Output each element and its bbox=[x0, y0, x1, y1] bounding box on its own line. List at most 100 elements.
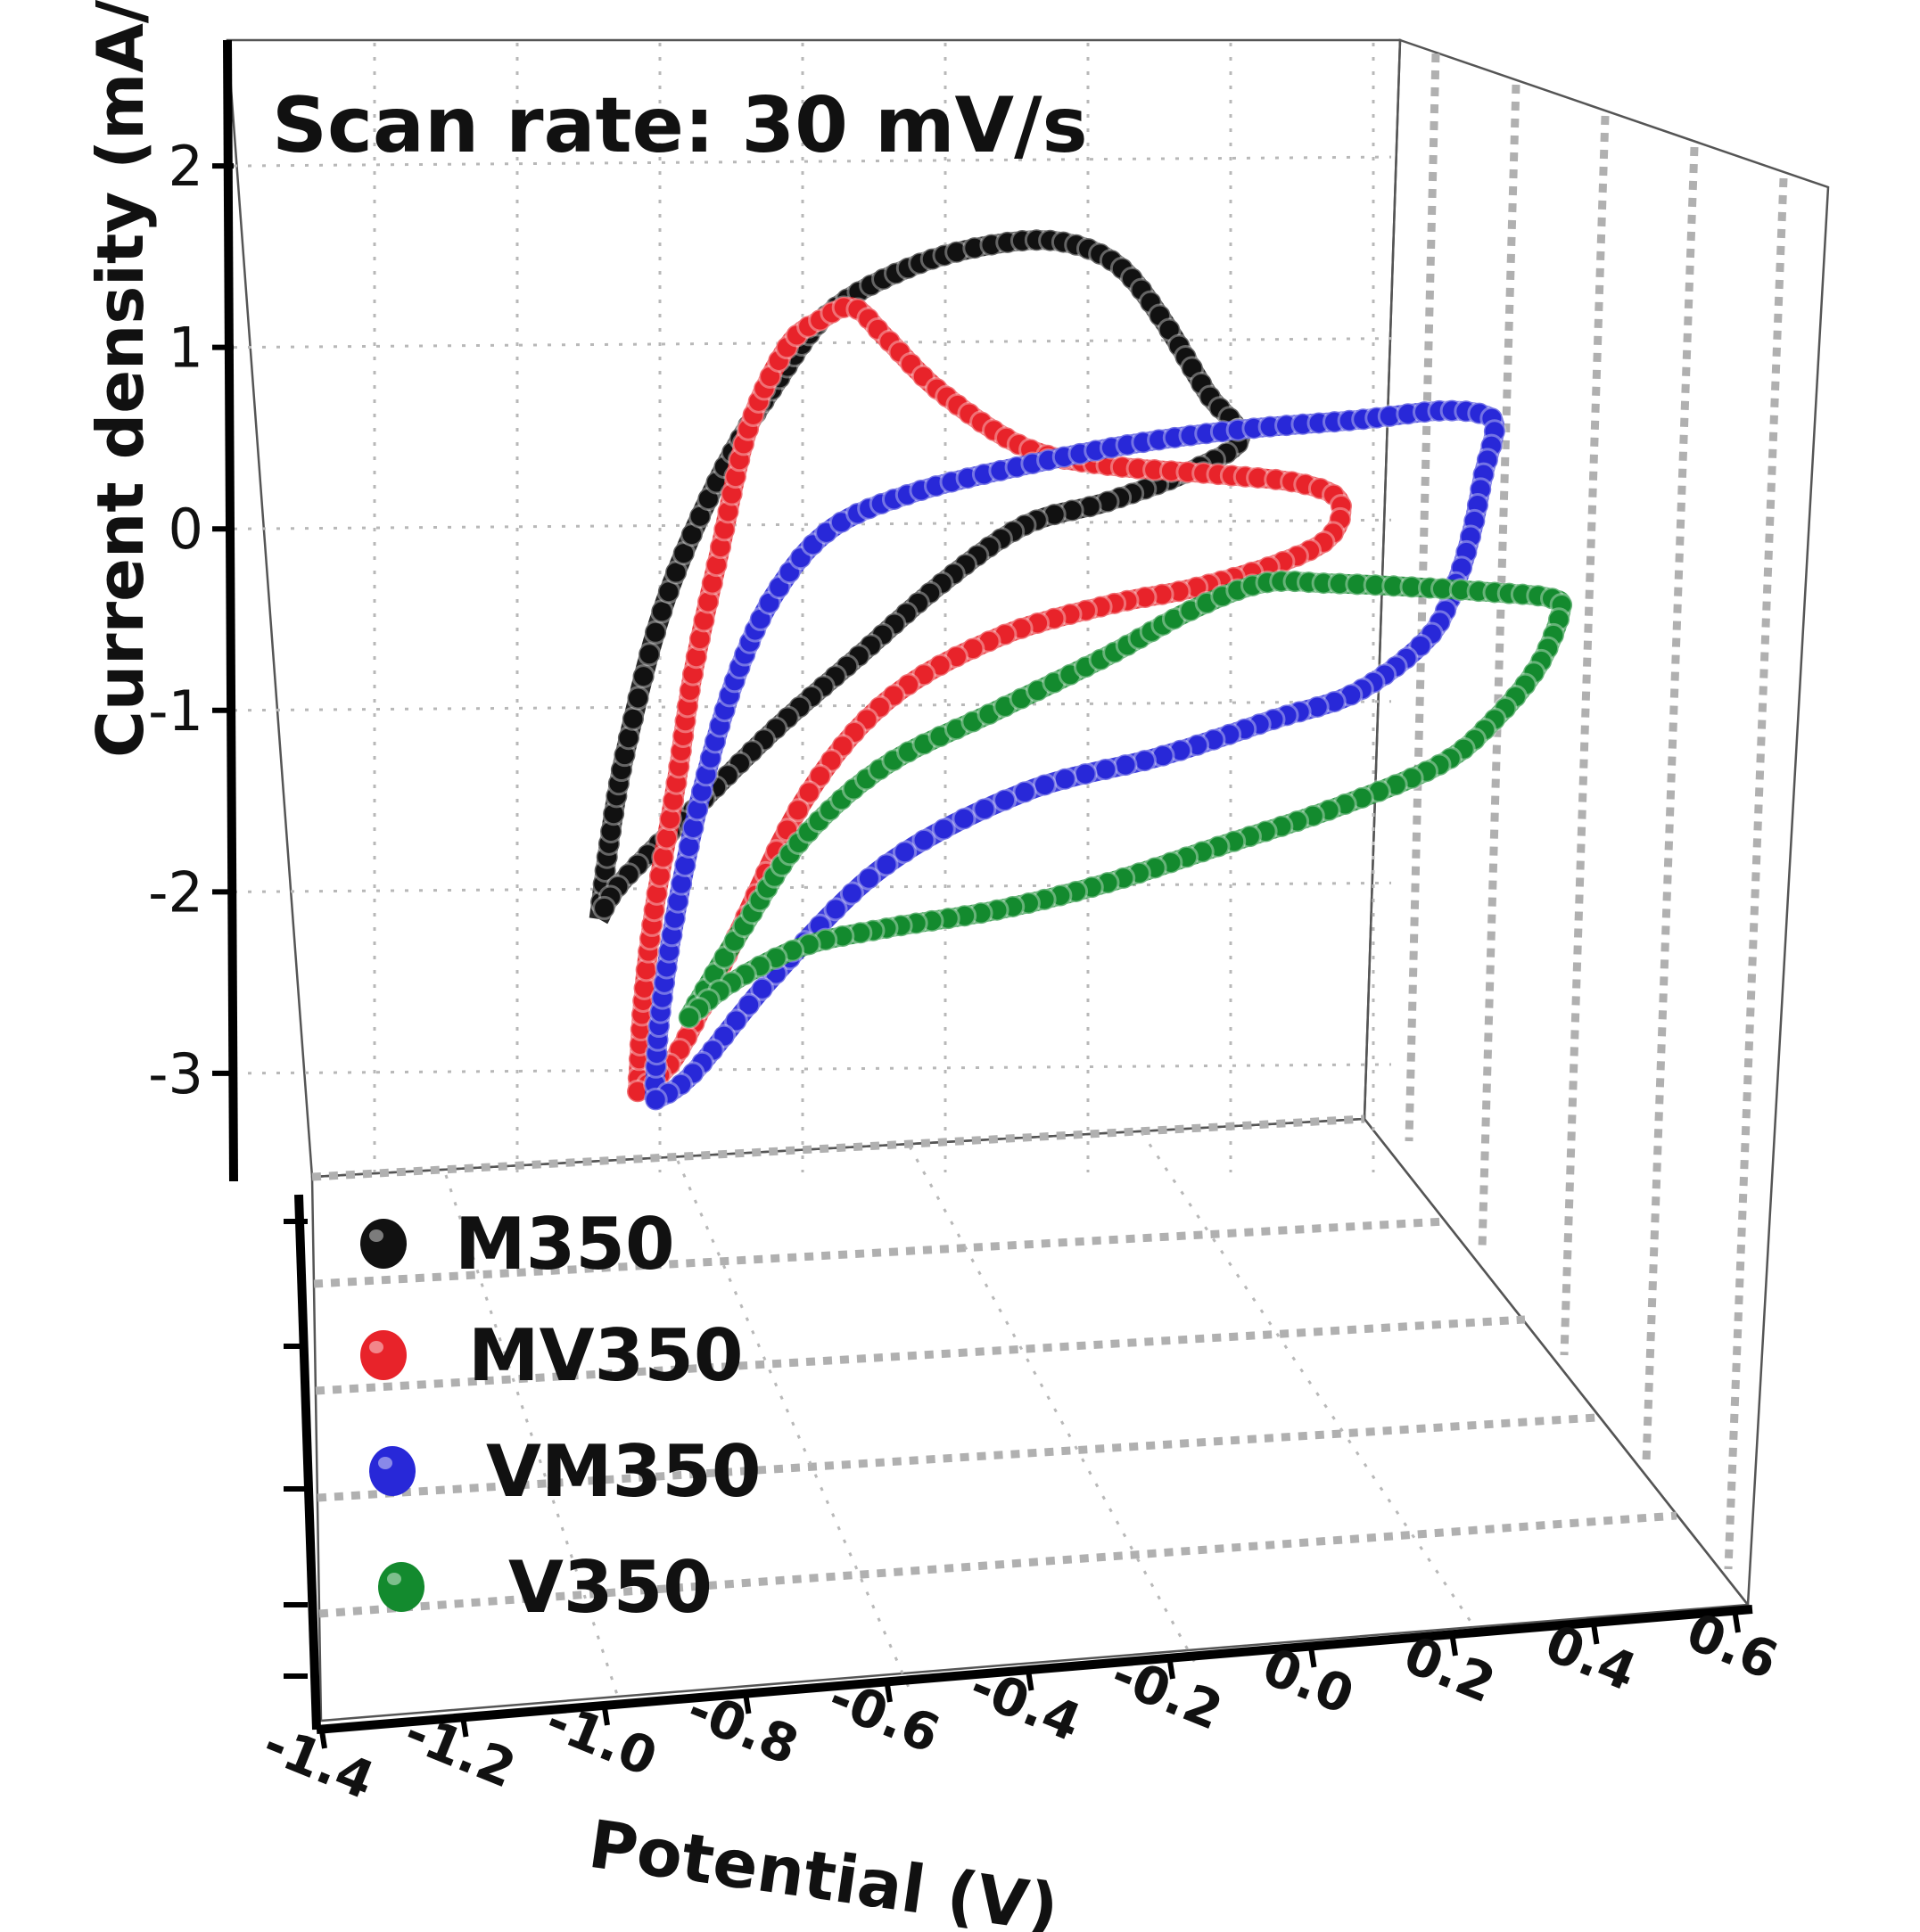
series-point bbox=[823, 897, 848, 922]
grid-line-floor-depth bbox=[908, 1146, 1197, 1664]
series-point bbox=[643, 1087, 668, 1112]
legend-marker-v350 bbox=[378, 1562, 424, 1612]
series-point bbox=[592, 895, 617, 920]
grid-line-floor bbox=[317, 1413, 1597, 1502]
series-point bbox=[814, 520, 839, 545]
legend-label-v350: V350 bbox=[508, 1546, 713, 1629]
series-point bbox=[750, 976, 775, 1001]
series-point bbox=[637, 642, 662, 667]
series-point bbox=[712, 1024, 737, 1048]
series-point bbox=[927, 653, 952, 678]
series-point bbox=[677, 1005, 702, 1030]
series-point bbox=[808, 763, 833, 788]
legend-marker-mv350 bbox=[360, 1330, 407, 1380]
y-axis-line bbox=[223, 39, 238, 1182]
x-tick-mark bbox=[1166, 1655, 1175, 1680]
legend-marker-highlight bbox=[369, 1341, 383, 1353]
series-point bbox=[911, 827, 936, 852]
grid-line-right-wall bbox=[1560, 115, 1610, 1356]
grid-line-right-wall bbox=[1724, 177, 1788, 1570]
series-point bbox=[911, 662, 936, 687]
y-tick-label: 1 bbox=[169, 316, 203, 381]
x-tick-mark bbox=[1025, 1666, 1034, 1691]
series-point bbox=[911, 364, 935, 389]
grid-line-floor bbox=[318, 1511, 1677, 1618]
y-axis-title-main: Current density (mA/cm bbox=[83, 0, 158, 758]
legend-label-mv350: MV350 bbox=[468, 1314, 744, 1397]
depth-ticks bbox=[284, 1219, 308, 1679]
series-point bbox=[830, 734, 855, 759]
series-point bbox=[1408, 633, 1433, 658]
x-tick-mark bbox=[884, 1678, 893, 1703]
series-point bbox=[621, 706, 646, 731]
series-point bbox=[631, 664, 656, 689]
series-point bbox=[1012, 779, 1037, 804]
y-tick-label: -2 bbox=[148, 859, 203, 925]
y-tick-label: -1 bbox=[148, 678, 203, 744]
series-point bbox=[672, 541, 696, 566]
series-vm350 bbox=[643, 399, 1507, 1112]
series-point bbox=[1073, 761, 1098, 786]
series-point bbox=[643, 620, 668, 645]
legend-marker-m350 bbox=[360, 1219, 407, 1269]
series-point bbox=[680, 522, 705, 547]
legend-marker-highlight bbox=[378, 1457, 392, 1469]
x-axis-title: Potential (V) bbox=[584, 1806, 1063, 1932]
series-point bbox=[972, 797, 997, 822]
series-point bbox=[796, 780, 821, 805]
series-point bbox=[786, 798, 811, 823]
y-tick-label: -3 bbox=[148, 1041, 203, 1106]
series-point bbox=[757, 590, 782, 615]
grid-line-horizontal bbox=[233, 518, 1392, 530]
series-point bbox=[1032, 772, 1057, 797]
series-point bbox=[839, 881, 864, 906]
series-point bbox=[663, 560, 688, 585]
series-point bbox=[893, 840, 918, 865]
x-axis-line bbox=[316, 1605, 1753, 1734]
grid-line-floor bbox=[311, 1114, 1365, 1181]
legend-marker-highlight bbox=[369, 1229, 383, 1242]
series-point bbox=[874, 852, 899, 877]
x-tick-mark bbox=[1590, 1620, 1600, 1645]
series-point bbox=[856, 866, 881, 891]
x-tick-mark bbox=[1307, 1643, 1317, 1668]
grid-line-floor-depth bbox=[676, 1160, 911, 1690]
grid-line-horizontal bbox=[233, 1063, 1392, 1075]
x-tick-mark bbox=[318, 1724, 327, 1749]
legend-marker-vm350 bbox=[369, 1446, 416, 1496]
x-tick-mark bbox=[459, 1713, 469, 1738]
series-point bbox=[767, 575, 792, 600]
series-v350 bbox=[677, 569, 1574, 1030]
y-tick-label: 0 bbox=[169, 497, 203, 562]
series-point bbox=[952, 806, 976, 831]
grid-line-horizontal bbox=[233, 881, 1392, 893]
series-point bbox=[819, 748, 844, 773]
series-point bbox=[651, 844, 676, 869]
back-wall-frame bbox=[226, 38, 1402, 1179]
x-tick-mark bbox=[1449, 1632, 1458, 1657]
series-point bbox=[896, 672, 921, 697]
grid-line-floor-depth bbox=[1140, 1131, 1482, 1637]
series-point bbox=[1052, 767, 1077, 792]
grid-line-floor bbox=[313, 1217, 1446, 1288]
data-series bbox=[589, 227, 1574, 1112]
series-point bbox=[712, 945, 737, 970]
series-point bbox=[723, 1008, 748, 1033]
x-tick-mark bbox=[1732, 1608, 1741, 1633]
series-point bbox=[1157, 317, 1182, 342]
x-tick-mark bbox=[601, 1701, 610, 1726]
y-tick-label: 2 bbox=[169, 134, 203, 199]
x-tick-mark bbox=[742, 1689, 752, 1714]
grid-line-right-wall bbox=[1478, 84, 1520, 1249]
legend-marker-highlight bbox=[387, 1573, 401, 1585]
legend-label-vm350: VM350 bbox=[486, 1430, 762, 1513]
grid-line-right-wall bbox=[1642, 146, 1699, 1463]
grid-lines bbox=[233, 43, 1788, 1717]
series-point bbox=[993, 788, 1018, 813]
series-point bbox=[737, 992, 762, 1017]
y-axis-title: Current density (mA/cm2) bbox=[79, 0, 158, 758]
y-ticks: 2 1 0 -1 -2 -3 bbox=[148, 134, 234, 1106]
series-point bbox=[1132, 748, 1157, 773]
series-point bbox=[649, 599, 674, 624]
